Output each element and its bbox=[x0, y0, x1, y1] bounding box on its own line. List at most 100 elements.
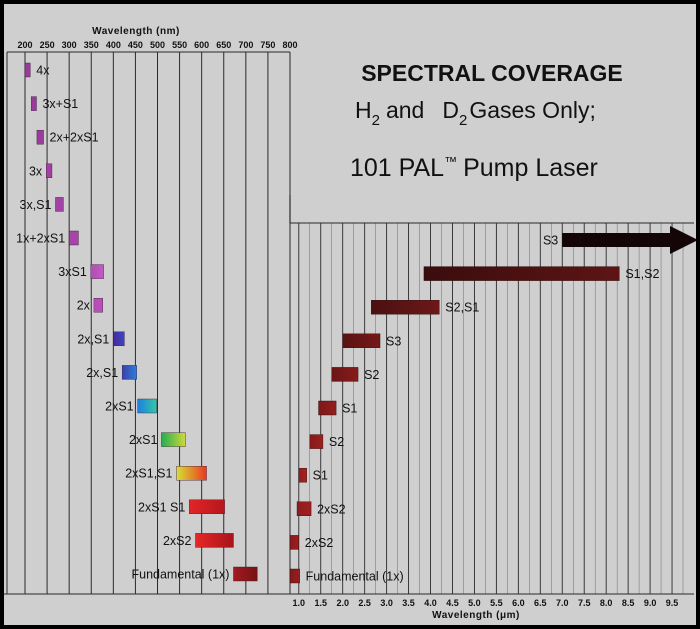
nm-bar-label: 2xS1 S1 bbox=[138, 500, 185, 514]
nm-tick-label: 350 bbox=[84, 40, 99, 50]
nm-bar bbox=[137, 398, 157, 414]
nm-bar bbox=[93, 298, 103, 313]
nm-bar-label: 2xS1 bbox=[129, 433, 158, 447]
nm-bar-label: 4x bbox=[36, 64, 50, 78]
nm-tick-label: 300 bbox=[62, 40, 77, 50]
nm-bar-label: 3xS1 bbox=[58, 265, 87, 279]
nm-axis-title: Wavelength (nm) bbox=[92, 26, 180, 37]
nm-tick-label: 250 bbox=[40, 40, 55, 50]
um-tick-label: 3.0 bbox=[380, 598, 393, 608]
um-panel: 1.0 1.5 2.0 2.5 3.0 3.5 4.0 4.5 5.0 5.5 6.0 6.5 7.0 7… bbox=[4, 195, 698, 621]
um-bar-label: S2 bbox=[364, 368, 379, 382]
nm-tick-label: 450 bbox=[128, 40, 143, 50]
um-bar bbox=[371, 300, 440, 315]
chart-background bbox=[4, 4, 696, 625]
nm-bar bbox=[68, 230, 79, 246]
chart-subtitle: H2 and D2Gases Only; bbox=[355, 97, 596, 129]
um-axis-title: Wavelength (μm) bbox=[432, 610, 520, 621]
um-tick-label: 6.0 bbox=[512, 598, 525, 608]
nm-bar-label: 3x+S1 bbox=[42, 97, 78, 111]
nm-bar-label: 2x bbox=[77, 299, 91, 313]
um-bar bbox=[298, 468, 307, 483]
um-bar bbox=[309, 434, 324, 449]
nm-bar-label: 2x+2xS1 bbox=[50, 131, 99, 145]
um-bar-label: 2xS2 bbox=[317, 502, 346, 516]
nm-bar-label: 1x+2xS1 bbox=[16, 232, 65, 246]
nm-bar-label: 2xS1 bbox=[105, 400, 134, 414]
um-bar bbox=[289, 568, 300, 584]
nm-tick-labels: 200 250 300 350 400 450 500 550 600 650 700 750 800 bbox=[17, 40, 297, 50]
um-arrow-bar bbox=[562, 226, 698, 254]
um-tick-label: 4.0 bbox=[424, 598, 437, 608]
um-tick-label: 9.0 bbox=[644, 598, 657, 608]
nm-bar bbox=[176, 466, 207, 481]
um-tick-label: 5.5 bbox=[490, 598, 503, 608]
um-bar-label: S1,S2 bbox=[625, 267, 659, 281]
nm-bar bbox=[121, 365, 137, 380]
um-bar-label: Fundamental (1x) bbox=[306, 570, 404, 584]
nm-bar bbox=[233, 566, 258, 582]
nm-bar bbox=[195, 533, 234, 548]
nm-bar-label: 2xS2 bbox=[163, 534, 192, 548]
nm-bar-label: 2x,S1 bbox=[77, 332, 109, 346]
um-tick-label: 1.0 bbox=[293, 598, 306, 608]
um-bar bbox=[342, 333, 381, 348]
nm-bar bbox=[30, 96, 37, 111]
nm-bars: 4x 3x+S1 2x+2xS1 3x 3x,S1 1x+2xS1 3xS1 2x 2x,S1 2… bbox=[16, 62, 258, 582]
um-tick-label: 1.5 bbox=[314, 598, 327, 608]
nm-bar-label: 3x,S1 bbox=[20, 198, 52, 212]
nm-tick-label: 650 bbox=[216, 40, 231, 50]
um-tick-label: 7.5 bbox=[578, 598, 591, 608]
um-tick-label: 3.5 bbox=[402, 598, 415, 608]
chart-subtitle-laser: 101 PAL™ Pump Laser bbox=[350, 154, 598, 182]
um-tick-labels: 1.0 1.5 2.0 2.5 3.0 3.5 4.0 4.5 5.0 5.5 6.0 6.5 7.0 7… bbox=[293, 598, 679, 608]
nm-tick-label: 400 bbox=[106, 40, 121, 50]
nm-bar bbox=[90, 264, 104, 279]
nm-gridlines bbox=[6, 51, 291, 594]
nm-bar-label: Fundamental (1x) bbox=[131, 568, 229, 582]
um-tick-label: 9.5 bbox=[666, 598, 679, 608]
title-block: SPECTRAL COVERAGE H2 and D2Gases Only; 101… bbox=[350, 60, 623, 182]
um-bar bbox=[318, 400, 337, 416]
nm-tick-label: 200 bbox=[17, 40, 32, 50]
nm-panel: Wavelength (nm) 200 250 300 350 400 450 500 550… bbox=[6, 26, 298, 594]
um-tick-label: 5.0 bbox=[468, 598, 481, 608]
nm-tick-label: 550 bbox=[172, 40, 187, 50]
nm-tick-label: 800 bbox=[282, 40, 297, 50]
um-tick-label: 2.5 bbox=[358, 598, 371, 608]
um-bar bbox=[289, 535, 299, 550]
um-gridlines bbox=[4, 195, 694, 595]
nm-bar-label: 3x bbox=[29, 164, 43, 178]
nm-tick-label: 500 bbox=[150, 40, 165, 50]
um-tick-label: 6.5 bbox=[534, 598, 547, 608]
um-bar-label: 2xS2 bbox=[305, 536, 334, 550]
um-bar-label: S3 bbox=[386, 334, 401, 348]
um-bar-label: S2 bbox=[329, 435, 344, 449]
nm-bar-label: 2x,S1 bbox=[86, 366, 118, 380]
um-bar bbox=[423, 266, 620, 281]
nm-bar bbox=[161, 432, 186, 447]
um-bars: S3 S1,S2 S2,S1 S3 S2 S1 S2 S1 2xS2 2xS2 Fundamenta… bbox=[289, 226, 698, 584]
um-tick-label: 8.5 bbox=[622, 598, 635, 608]
nm-bar bbox=[24, 62, 31, 78]
um-tick-label: 4.5 bbox=[446, 598, 459, 608]
um-bar bbox=[331, 367, 359, 382]
nm-bar bbox=[36, 129, 44, 145]
um-bar-label: S2,S1 bbox=[445, 301, 479, 315]
um-bar-label: S1 bbox=[342, 402, 357, 416]
nm-bar bbox=[55, 197, 64, 212]
nm-tick-label: 750 bbox=[260, 40, 275, 50]
um-bar-label: S1 bbox=[313, 469, 328, 483]
um-bar bbox=[296, 501, 312, 516]
nm-bar bbox=[46, 163, 53, 179]
nm-bar-label: 2xS1,S1 bbox=[125, 467, 172, 481]
um-tick-label: 8.0 bbox=[600, 598, 613, 608]
chart-title: SPECTRAL COVERAGE bbox=[361, 60, 623, 86]
nm-bar bbox=[189, 499, 225, 514]
nm-bar bbox=[113, 331, 125, 346]
nm-tick-label: 600 bbox=[194, 40, 209, 50]
nm-tick-label: 700 bbox=[238, 40, 253, 50]
um-tick-label: 7.0 bbox=[556, 598, 569, 608]
